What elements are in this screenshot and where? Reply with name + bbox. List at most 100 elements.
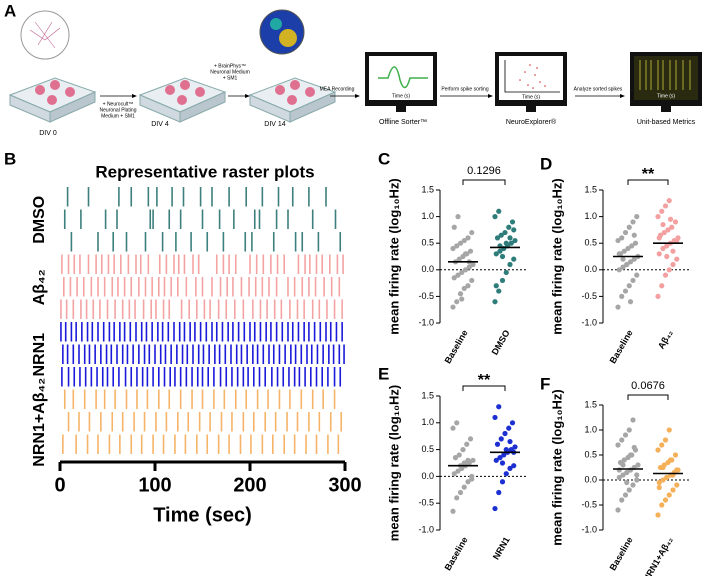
data-point (669, 224, 675, 230)
raster-icon (639, 60, 691, 90)
heat-spot (279, 29, 297, 47)
data-point (672, 219, 679, 225)
data-point (632, 240, 639, 246)
data-point (464, 441, 470, 447)
data-point (457, 291, 464, 297)
data-point (619, 497, 625, 503)
y-tick-label: 0.5 (421, 444, 434, 454)
scatter-dots (519, 64, 546, 89)
panel-letter: D (540, 154, 552, 173)
y-tick-label: 0.0 (421, 471, 434, 481)
data-point (454, 299, 460, 305)
media-text: + SM1 (223, 75, 238, 81)
well (275, 85, 285, 95)
data-point (493, 457, 499, 463)
data-point (659, 208, 665, 214)
panel-letter: E (378, 364, 389, 383)
data-point (462, 251, 469, 257)
data-point (508, 240, 514, 246)
data-point (621, 457, 627, 463)
data-point (630, 482, 636, 488)
data-point (616, 267, 622, 273)
data-point (627, 452, 634, 458)
data-point (499, 253, 506, 260)
data-point (455, 214, 461, 220)
data-point (507, 438, 513, 445)
data-point (450, 508, 456, 514)
data-point (507, 465, 513, 471)
waveform (378, 66, 428, 89)
data-point (455, 468, 461, 474)
group-label: NRN1 (31, 333, 48, 377)
tool-label: NeuroExplorer® (506, 118, 557, 126)
data-point (662, 203, 669, 209)
data-point (664, 243, 670, 249)
significance-bracket (627, 179, 669, 185)
data-point (465, 457, 471, 463)
action-text: Analyze sorted spikes (574, 86, 623, 92)
plate (248, 77, 337, 123)
data-point (630, 277, 636, 284)
data-point (621, 248, 627, 254)
well (305, 87, 315, 97)
well (47, 95, 57, 105)
data-point (465, 235, 471, 241)
data-point (459, 269, 465, 276)
data-point (624, 261, 630, 268)
data-point (626, 224, 632, 230)
data-point (664, 474, 670, 481)
data-point (467, 436, 474, 442)
data-point (470, 261, 476, 268)
y-axis-label: mean firing rate (log₁₀Hz) (549, 178, 564, 334)
data-point (465, 283, 471, 289)
data-point (660, 221, 666, 228)
category-label: Baseline (608, 535, 635, 572)
panel-letter: C (378, 149, 390, 168)
data-point (496, 404, 502, 410)
panel-letter: A (4, 1, 16, 20)
data-point (503, 240, 509, 246)
data-point (467, 248, 474, 254)
data-point (455, 272, 461, 278)
y-tick-label: 1.5 (421, 184, 434, 194)
data-point (661, 229, 667, 236)
data-point (615, 237, 621, 244)
well (287, 95, 297, 105)
monitor: Time (s) (495, 52, 567, 112)
data-point (469, 229, 475, 236)
significance-bracket (627, 394, 669, 400)
data-point (630, 219, 636, 225)
data-point (492, 505, 498, 512)
data-point (634, 214, 640, 220)
data-point (457, 489, 464, 496)
data-point (619, 235, 625, 241)
data-point (665, 227, 671, 233)
y-tick-label: -1.0 (581, 524, 597, 534)
y-axis-label: mean firing rate (log₁₀Hz) (549, 389, 564, 545)
monitor: Time (s) (630, 52, 702, 112)
plate (138, 77, 227, 123)
data-point (619, 437, 625, 443)
group-label: DMSO (31, 196, 48, 244)
data-point (497, 455, 503, 461)
data-point (501, 452, 507, 458)
y-tick-label: 1.0 (421, 211, 434, 221)
data-point (627, 299, 634, 305)
data-point (615, 507, 621, 513)
data-point (662, 272, 669, 278)
data-point (461, 237, 467, 244)
media-text: + BrainPhys™ (214, 63, 246, 69)
data-point (511, 256, 517, 262)
y-tick-label: 0.5 (421, 238, 434, 248)
data-point (634, 477, 640, 483)
data-point (660, 464, 666, 471)
data-point (662, 437, 669, 443)
data-point (470, 457, 476, 463)
heat-spot (270, 18, 282, 30)
data-point (494, 235, 501, 241)
y-tick-label: 1.5 (421, 390, 434, 400)
x-tick-label: 100 (138, 474, 171, 496)
data-point (630, 417, 636, 423)
data-point (499, 479, 506, 485)
